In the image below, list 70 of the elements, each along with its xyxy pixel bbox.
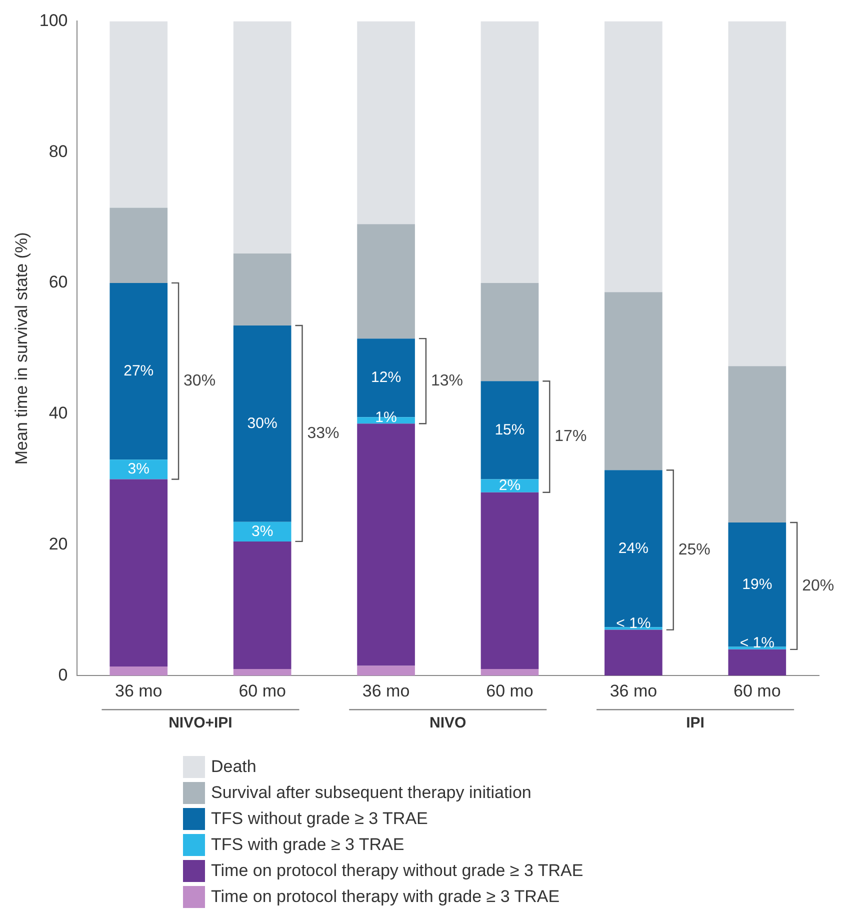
annotation: 30% <box>184 372 216 390</box>
bar <box>357 21 415 224</box>
text: NIVO+IPI <box>168 714 232 732</box>
x-tick-label: 36 mo <box>362 681 410 700</box>
bar <box>110 282 168 460</box>
bar <box>604 21 662 292</box>
y-tick-label: 60 <box>48 272 68 292</box>
data-label: 2% <box>498 476 521 494</box>
data-label: 27% <box>124 362 154 380</box>
bar <box>110 21 168 208</box>
bar <box>480 381 539 480</box>
data-label: < 1% <box>616 614 651 632</box>
data-label: 3% <box>128 460 150 478</box>
data-label: 24% <box>618 540 648 557</box>
bar <box>480 492 539 670</box>
bar <box>233 21 292 254</box>
bar <box>604 470 662 628</box>
x-tick-label: 60 mo <box>238 681 286 700</box>
bar <box>110 479 168 666</box>
bar <box>357 224 415 339</box>
bar <box>233 325 292 522</box>
data-label: 3% <box>251 522 274 540</box>
bar <box>233 669 292 676</box>
bar <box>357 666 415 676</box>
bar <box>728 522 786 647</box>
bar <box>728 21 786 366</box>
annotation: 20% <box>802 577 834 594</box>
text: NIVO <box>430 714 467 732</box>
legend-label: TFS with grade ≥ 3 TRAE <box>211 835 404 855</box>
bar <box>357 424 415 666</box>
x-tick-label: 36 mo <box>610 681 658 700</box>
text: IPI <box>686 714 704 732</box>
x-tick-label: 60 mo <box>734 681 781 700</box>
bar <box>110 208 168 283</box>
legend-label: TFS without grade ≥ 3 TRAE <box>211 809 428 829</box>
bar <box>233 254 292 326</box>
annotation: 25% <box>678 541 710 558</box>
bar <box>110 460 168 480</box>
bar <box>480 282 539 382</box>
data-label: 1% <box>375 408 397 426</box>
data-label: 12% <box>371 368 402 386</box>
legend-label: Death <box>211 757 256 777</box>
x-tick-label: 60 mo <box>486 681 534 700</box>
y-tick-label: 100 <box>39 10 68 30</box>
y-tick-label: 20 <box>48 534 68 554</box>
data-label: 19% <box>742 576 772 593</box>
y-tick-label: 0 <box>58 665 68 684</box>
y-tick-label: 40 <box>48 404 68 423</box>
y-tick-label: 80 <box>48 142 68 161</box>
bar <box>604 627 662 630</box>
annotation: 17% <box>554 428 587 446</box>
y-axis-title: Mean time in survival state (%) <box>12 232 31 465</box>
legend-label: Time on protocol therapy without grade ≥ 3 TRAE <box>211 861 584 881</box>
data-label: 15% <box>494 421 525 438</box>
bar <box>233 541 292 670</box>
data-label: 30% <box>247 414 278 432</box>
bar <box>604 630 662 676</box>
legend-label: Survival after subsequent therapy initiation <box>211 783 532 803</box>
legend-label: Time on protocol therapy with grade ≥ 3 TRAE <box>211 887 560 907</box>
bar <box>604 292 662 470</box>
bar <box>728 646 786 650</box>
annotation: 33% <box>307 424 340 442</box>
data-label: < 1% <box>740 634 774 652</box>
bar <box>480 669 539 676</box>
bar <box>728 649 786 676</box>
bar <box>480 21 539 283</box>
x-tick-label: 36 mo <box>114 681 162 700</box>
bar <box>110 666 168 676</box>
bar <box>728 366 786 522</box>
annotation: 13% <box>430 372 463 390</box>
